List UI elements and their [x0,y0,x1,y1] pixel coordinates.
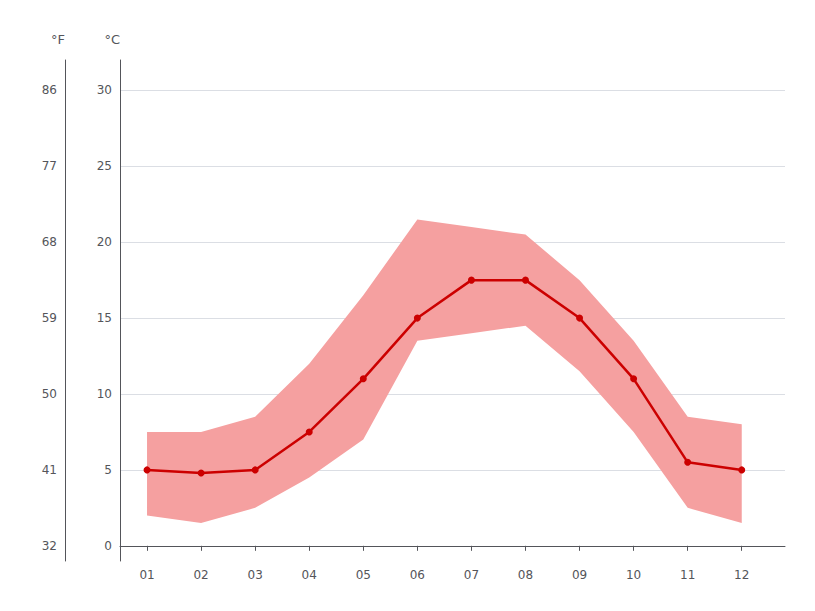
svg-text:20: 20 [97,235,112,249]
svg-text:07: 07 [464,568,479,582]
svg-text:32: 32 [42,539,57,553]
svg-text:77: 77 [42,159,57,173]
svg-text:01: 01 [139,568,154,582]
svg-text:86: 86 [42,83,57,97]
svg-text:02: 02 [193,568,208,582]
svg-text:50: 50 [42,387,57,401]
svg-text:03: 03 [248,568,263,582]
svg-text:0: 0 [104,539,112,553]
svg-text:04: 04 [302,568,317,582]
svg-text:59: 59 [42,311,57,325]
svg-text:10: 10 [97,387,112,401]
svg-text:10: 10 [626,568,641,582]
svg-text:°F: °F [51,32,65,47]
svg-text:09: 09 [572,568,587,582]
svg-text:15: 15 [97,311,112,325]
svg-text:12: 12 [734,568,749,582]
svg-text:41: 41 [42,463,57,477]
svg-text:68: 68 [42,235,57,249]
svg-text:30: 30 [97,83,112,97]
svg-text:06: 06 [410,568,425,582]
svg-text:08: 08 [518,568,533,582]
svg-text:11: 11 [680,568,695,582]
svg-text:25: 25 [97,159,112,173]
svg-text:°C: °C [104,32,120,47]
svg-text:5: 5 [104,463,112,477]
svg-text:05: 05 [356,568,371,582]
